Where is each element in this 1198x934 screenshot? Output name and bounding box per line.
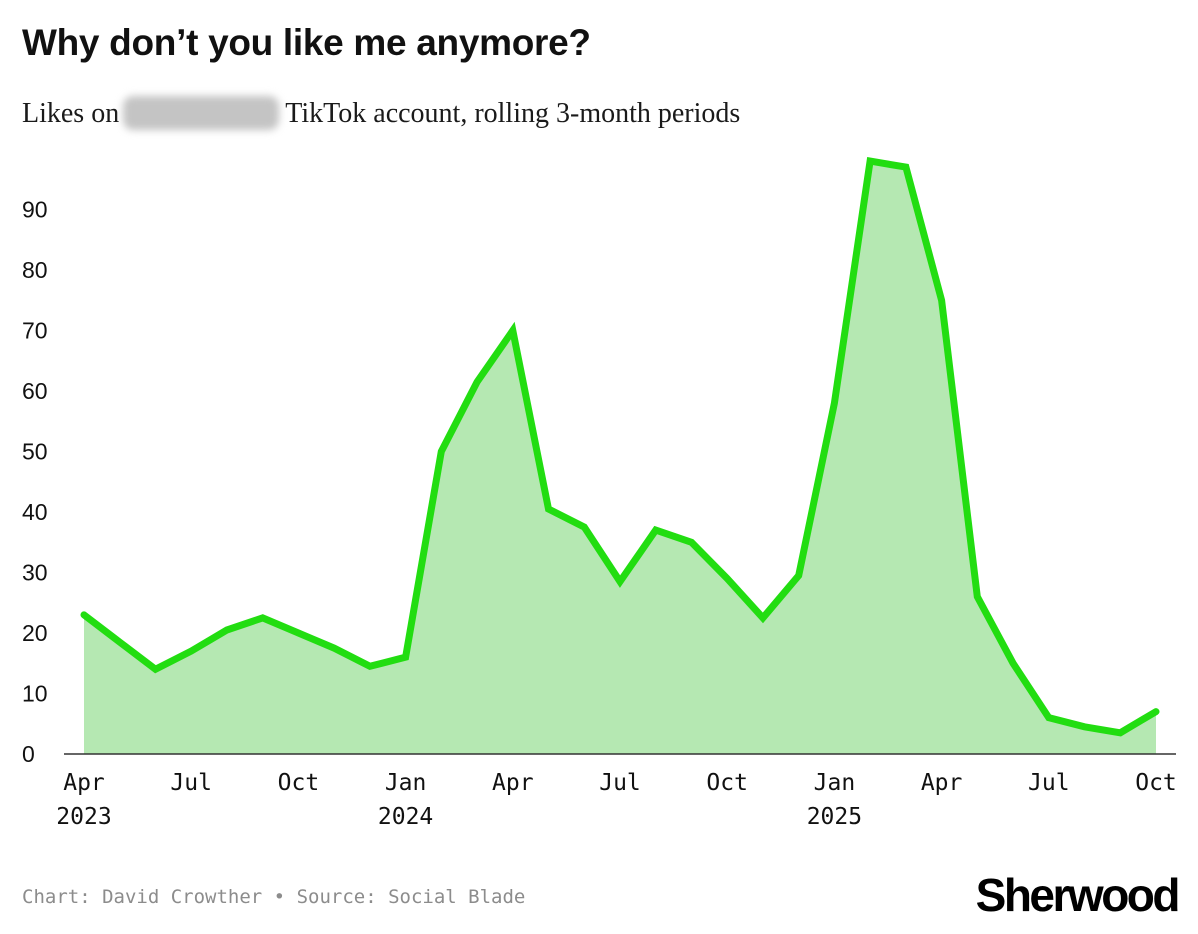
- chart-subtitle: Likes on TikTok account, rolling 3-month …: [22, 96, 740, 130]
- data-point-2024-12: [795, 572, 802, 579]
- chart-footer: Chart: David Crowther • Source: Social B…: [22, 886, 525, 908]
- subtitle-before: Likes on: [22, 98, 120, 129]
- data-point-2025-01: [831, 400, 838, 407]
- data-point-2023-11: [331, 645, 338, 652]
- x-tick-label-2025-07: Jul: [1028, 770, 1070, 796]
- x-tick-year-2025: 2025: [807, 804, 862, 830]
- y-tick-label-40: 40: [22, 499, 48, 525]
- x-tick-label-2025-04: Apr: [921, 770, 963, 796]
- data-point-2024-09: [688, 539, 695, 546]
- y-tick-label-60: 60: [22, 378, 48, 404]
- sherwood-logo: Sherwood: [975, 869, 1181, 921]
- x-tick-year-2024: 2024: [378, 804, 433, 830]
- data-point-2024-04: [509, 327, 516, 334]
- data-point-2024-11: [759, 614, 766, 621]
- data-point-2025-09: [1117, 729, 1124, 736]
- data-point-2024-07: [617, 578, 624, 585]
- data-point-2025-10: [1153, 708, 1160, 715]
- x-tick-label-2023-07: Jul: [170, 770, 212, 796]
- x-tick-label-2024-01: Jan: [385, 770, 427, 796]
- data-point-2025-08: [1081, 723, 1088, 730]
- x-tick-label-2024-07: Jul: [599, 770, 641, 796]
- data-point-2025-07: [1045, 714, 1052, 721]
- subtitle-after: TikTok account, rolling 3-month periods: [285, 98, 741, 129]
- data-point-2025-02: [867, 158, 874, 165]
- y-tick-label-30: 30: [22, 560, 48, 586]
- chart-title: Why don’t you like me anymore?: [22, 22, 591, 63]
- chart-credit: Chart: David Crowther: [22, 886, 263, 908]
- y-tick-label-10: 10: [22, 681, 48, 707]
- data-point-2024-03: [474, 378, 481, 385]
- y-tick-label-0: 0: [22, 741, 35, 767]
- x-tick-label-2024-10: Oct: [706, 770, 748, 796]
- data-point-2024-01: [402, 654, 409, 661]
- data-point-2024-02: [438, 448, 445, 455]
- x-tick-label-2025-01: Jan: [814, 770, 856, 796]
- data-point-2025-05: [974, 593, 981, 600]
- data-point-2024-05: [545, 506, 552, 513]
- y-tick-label-90: 90: [22, 197, 48, 223]
- x-tick-label-2023-10: Oct: [278, 770, 320, 796]
- data-point-2025-06: [1010, 660, 1017, 667]
- x-tick-label-2024-04: Apr: [492, 770, 534, 796]
- y-tick-label-80: 80: [22, 257, 48, 283]
- data-point-2024-08: [652, 527, 659, 534]
- data-point-2025-03: [902, 164, 909, 171]
- x-tick-label-2023-04: Apr: [63, 770, 105, 796]
- x-tick-year-2023: 2023: [56, 804, 111, 830]
- data-point-2025-04: [938, 297, 945, 304]
- chart-source: Source: Social Blade: [296, 886, 526, 908]
- redacted-account-name: [123, 96, 280, 130]
- data-point-2023-05: [116, 639, 123, 646]
- data-point-2023-04: [81, 611, 88, 618]
- y-tick-label-50: 50: [22, 439, 48, 465]
- series-area: [84, 161, 1156, 755]
- data-point-2023-12: [366, 663, 373, 670]
- data-point-2023-10: [295, 630, 302, 637]
- data-point-2023-07: [188, 648, 195, 655]
- data-point-2024-10: [724, 575, 731, 582]
- footer-separator: •: [273, 886, 286, 908]
- series-line: [80, 157, 1160, 737]
- data-point-2023-09: [259, 614, 266, 621]
- data-point-2024-06: [581, 524, 588, 531]
- y-tick-label-20: 20: [22, 620, 48, 646]
- y-tick-label-70: 70: [22, 318, 48, 344]
- x-tick-label-2025-10: Oct: [1135, 770, 1177, 796]
- data-point-2023-06: [152, 666, 159, 673]
- data-point-2023-08: [223, 627, 230, 634]
